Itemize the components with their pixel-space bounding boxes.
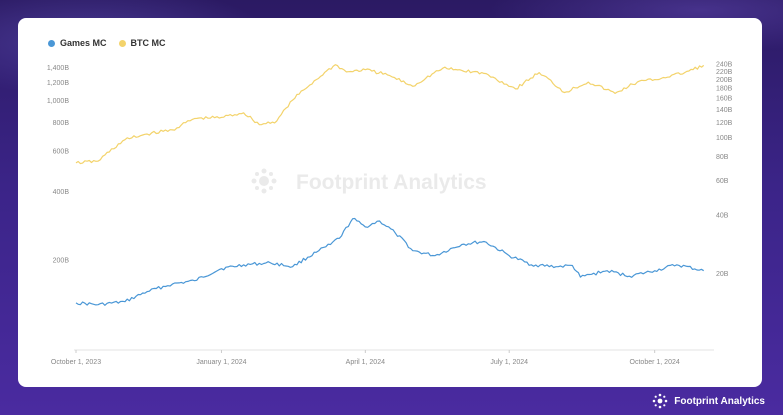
series-line-btc-mc bbox=[75, 64, 705, 165]
watermark-logo-dot bbox=[251, 178, 257, 184]
y-left-tick-label: 600B bbox=[53, 149, 70, 156]
watermark-logo-dot bbox=[261, 188, 267, 194]
y-right-tick-label: 200B bbox=[716, 77, 733, 84]
legend-item-games[interactable]: Games MC bbox=[48, 38, 107, 48]
y-left-tick-label: 1,200B bbox=[47, 80, 70, 87]
watermark-logo-dot bbox=[255, 186, 259, 190]
y-left-tick-label: 800B bbox=[53, 120, 70, 127]
y-right-tick-label: 20B bbox=[716, 271, 729, 278]
watermark: Footprint Analytics bbox=[251, 168, 487, 194]
y-right-tick-label: 100B bbox=[716, 135, 733, 142]
footprint-logo-icon bbox=[652, 393, 668, 409]
y-right-tick-label: 120B bbox=[716, 120, 733, 127]
chart-plot: Footprint Analytics 200B 400B 600B 800B 1,000… bbox=[47, 61, 733, 366]
x-tick-label: April 1, 2024 bbox=[346, 359, 385, 366]
y-right-tick-label: 60B bbox=[716, 178, 729, 185]
legend-label-btc: BTC MC bbox=[130, 38, 166, 48]
x-tick-label: January 1, 2024 bbox=[196, 359, 246, 366]
y-left-tick-label: 1,400B bbox=[47, 65, 70, 72]
y-right-tick-label: 180B bbox=[716, 86, 733, 93]
chart-legend: Games MC BTC MC bbox=[48, 38, 166, 48]
x-tick-label: October 1, 2024 bbox=[630, 359, 680, 366]
legend-dot-btc bbox=[118, 39, 126, 47]
watermark-text: Footprint Analytics bbox=[296, 171, 487, 194]
legend-item-btc[interactable]: BTC MC bbox=[118, 38, 166, 48]
brand-footer: Footprint Analytics bbox=[652, 393, 765, 409]
y-left-tick-label: 400B bbox=[53, 189, 70, 196]
y-right-tick-label: 160B bbox=[716, 96, 733, 103]
y-right-tick-label: 40B bbox=[716, 212, 729, 219]
x-tick-label: July 1, 2024 bbox=[490, 359, 528, 366]
y-right-tick-label: 240B bbox=[716, 61, 733, 68]
legend-dot-games bbox=[48, 39, 55, 47]
y-right-tick-label: 80B bbox=[716, 154, 729, 161]
y-left-tick-label: 200B bbox=[53, 257, 70, 264]
watermark-logo-dot bbox=[269, 186, 273, 190]
watermark-logo-dot bbox=[271, 178, 277, 184]
y-right-tick-label: 140B bbox=[716, 107, 733, 114]
x-tick-label: October 1, 2023 bbox=[51, 359, 101, 366]
y-right-tick-label: 220B bbox=[716, 69, 733, 76]
watermark-logo-dot bbox=[269, 172, 273, 176]
y-left-tick-label: 1,000B bbox=[47, 98, 70, 105]
watermark-logo-dot bbox=[259, 176, 269, 186]
watermark-logo-dot bbox=[255, 172, 259, 176]
chart-card: Games MC BTC MC Footprint Analytics 200B 4… bbox=[18, 18, 762, 387]
legend-label-games: Games MC bbox=[60, 38, 107, 48]
series-line-games-mc bbox=[75, 217, 705, 306]
brand-name: Footprint Analytics bbox=[674, 395, 765, 407]
watermark-logo-dot bbox=[261, 168, 267, 174]
